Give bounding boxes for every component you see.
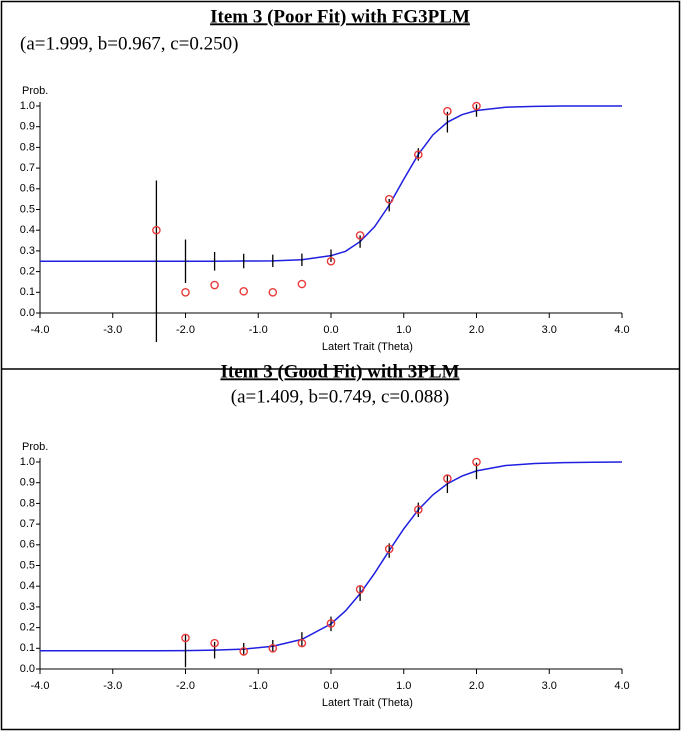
y-tick-label: 0.5 <box>20 559 35 571</box>
observed-point <box>355 585 365 594</box>
x-tick-label: 3.0 <box>542 324 557 336</box>
observed-point <box>297 279 307 289</box>
y-axis-label: Prob. <box>22 441 48 453</box>
observed-point <box>152 225 161 235</box>
x-tick-label: 0.0 <box>323 324 338 336</box>
x-tick-label: 2.0 <box>469 680 484 692</box>
y-tick-label: 1.0 <box>20 100 35 112</box>
observed-point <box>472 101 481 111</box>
y-tick-label: 0.2 <box>20 266 35 278</box>
y-tick-label: 0.4 <box>20 580 35 592</box>
observed-point <box>413 505 423 514</box>
x-tick-label: 4.0 <box>614 324 629 336</box>
observed-point <box>239 286 248 296</box>
icc-curve <box>40 461 623 652</box>
y-tick-label: 0.3 <box>20 601 35 613</box>
x-tick-label: 4.0 <box>614 680 629 692</box>
y-tick-label: 0.4 <box>20 224 35 236</box>
y-tick-label: 0.9 <box>20 477 35 489</box>
observed-point <box>239 647 248 656</box>
observed-point <box>355 231 365 240</box>
y-tick-label: 0.1 <box>20 286 35 298</box>
y-tick-label: 0.8 <box>20 497 35 509</box>
x-tick-label: 1.0 <box>396 324 411 336</box>
y-tick-label: 1.0 <box>20 456 35 468</box>
x-axis-label: Latert Trait (Theta) <box>322 697 413 709</box>
x-tick-label: -4.0 <box>31 324 50 336</box>
chart-subtitle: (a=1.409, b=0.749, c=0.088) <box>231 386 449 407</box>
y-tick-label: 0.2 <box>20 622 35 634</box>
x-tick-label: -3.0 <box>103 680 122 692</box>
observed-point <box>443 474 452 483</box>
y-axis-label: Prob. <box>22 85 48 97</box>
x-tick-label: 3.0 <box>542 680 557 692</box>
y-tick-label: 0.6 <box>20 539 35 551</box>
x-tick-label: -2.0 <box>176 680 195 692</box>
x-tick-label: 1.0 <box>396 680 411 692</box>
x-tick-label: -2.0 <box>176 324 195 336</box>
y-tick-label: 0.0 <box>20 307 35 319</box>
observed-point <box>326 256 336 266</box>
y-tick-label: 0.0 <box>20 663 35 675</box>
x-tick-label: -1.0 <box>249 680 268 692</box>
y-tick-label: 0.7 <box>20 162 35 174</box>
x-tick-label: 0.0 <box>323 680 338 692</box>
x-axis-label: Latert Trait (Theta) <box>322 341 413 353</box>
y-tick-label: 0.7 <box>20 518 35 530</box>
chart-title: Item 3 (Poor Fit) with FG3PLM <box>210 6 470 27</box>
y-tick-label: 0.8 <box>20 141 35 153</box>
observed-point <box>181 633 190 643</box>
x-tick-label: -3.0 <box>103 324 122 336</box>
y-tick-label: 0.1 <box>20 642 35 654</box>
observed-point <box>443 106 452 116</box>
y-tick-label: 0.9 <box>20 121 35 133</box>
x-tick-label: 2.0 <box>469 324 484 336</box>
observed-point <box>326 619 336 628</box>
y-tick-label: 0.3 <box>20 245 35 257</box>
observed-point <box>268 644 278 653</box>
y-tick-label: 0.5 <box>20 203 35 215</box>
x-tick-label: -4.0 <box>31 680 50 692</box>
observed-point <box>181 287 190 297</box>
observed-point <box>268 287 278 297</box>
icc-curve <box>40 105 622 262</box>
observed-point <box>472 457 481 467</box>
observed-point <box>384 544 394 554</box>
observed-point <box>384 194 394 204</box>
observed-point <box>297 638 307 648</box>
chart-title: Item 3 (Good Fit) with 3PLM <box>220 361 459 382</box>
observed-point <box>413 150 423 159</box>
observed-point <box>210 280 219 290</box>
observed-point <box>210 638 219 648</box>
y-tick-label: 0.6 <box>20 183 35 195</box>
x-tick-label: -1.0 <box>249 324 268 336</box>
chart-subtitle: (a=1.999, b=0.967, c=0.250) <box>20 33 238 54</box>
